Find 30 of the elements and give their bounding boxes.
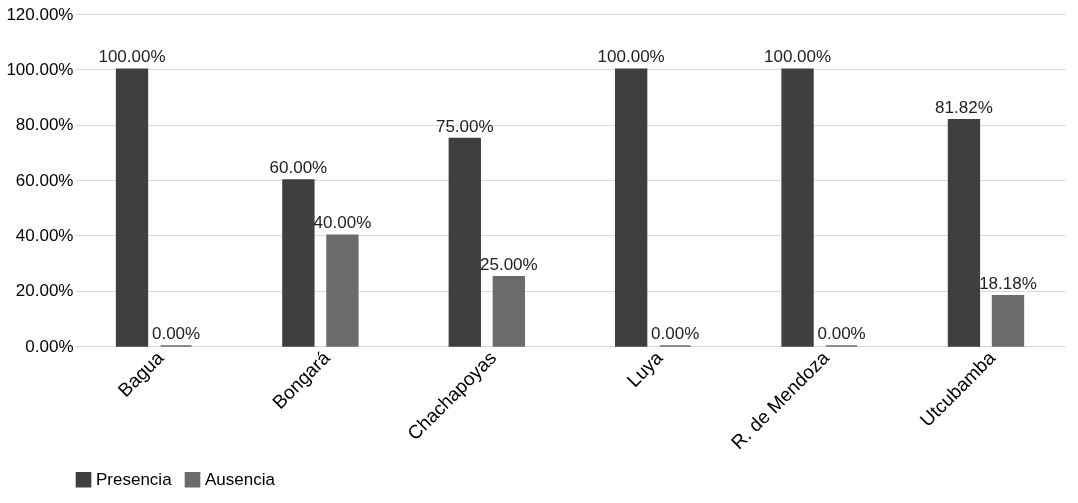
bar <box>326 234 359 347</box>
y-tick-label: 40.00% <box>15 225 74 245</box>
y-tick-label: 120.00% <box>6 4 74 24</box>
bar <box>615 68 648 347</box>
y-tick-label: 20.00% <box>15 281 74 301</box>
data-label: 0.00% <box>151 324 201 343</box>
y-tick-label: 80.00% <box>15 115 74 135</box>
data-label: 75.00% <box>435 116 494 136</box>
data-label: 40.00% <box>313 213 372 233</box>
data-label: 0.00% <box>651 324 700 343</box>
data-label: 0.00% <box>817 324 866 343</box>
data-label: 18.18% <box>979 273 1037 293</box>
data-label: 25.00% <box>479 254 538 274</box>
y-tick-label: 100.00% <box>6 59 74 79</box>
data-label: 100.00% <box>597 47 665 67</box>
data-label: 60.00% <box>269 158 328 177</box>
bar <box>448 137 481 347</box>
bar <box>991 294 1025 347</box>
bar <box>947 118 981 347</box>
y-tick-label: 0.00% <box>25 336 74 356</box>
bar <box>492 276 525 347</box>
bar <box>781 68 814 347</box>
bar <box>115 68 149 347</box>
bar <box>282 179 315 347</box>
legend-label: Ausencia <box>205 469 276 489</box>
data-label: 100.00% <box>98 47 166 67</box>
legend-label: Presencia <box>96 469 173 489</box>
data-label: 100.00% <box>764 47 832 67</box>
y-tick-label: 60.00% <box>15 170 74 190</box>
data-label: 81.82% <box>935 97 993 117</box>
